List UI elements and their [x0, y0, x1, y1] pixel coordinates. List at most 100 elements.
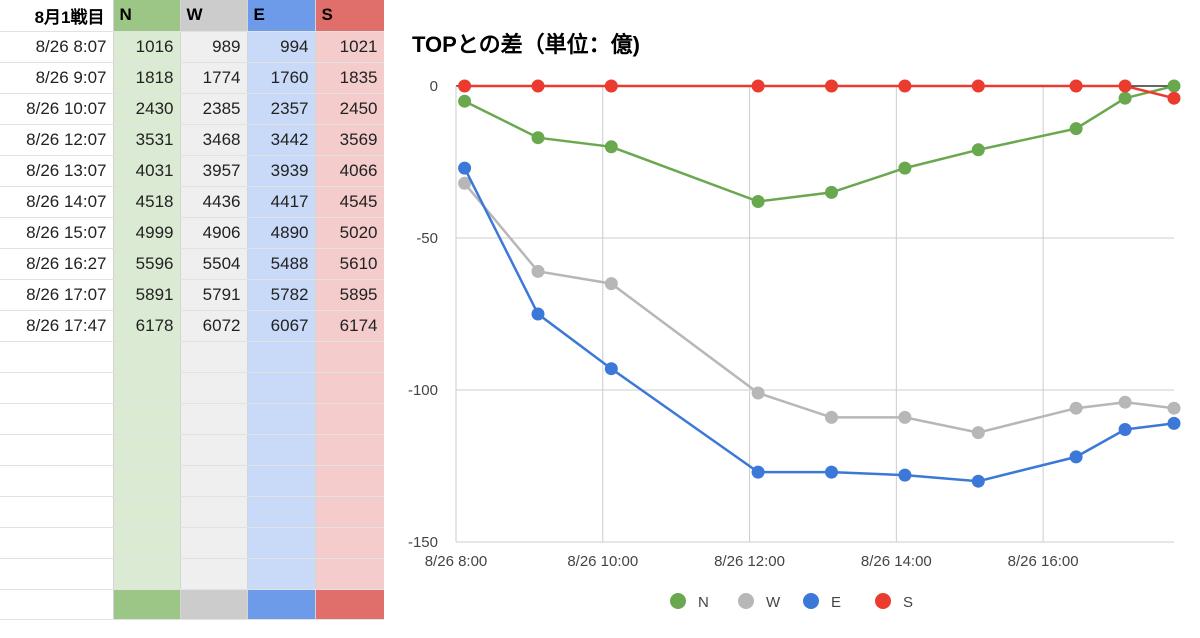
empty-cell[interactable] — [0, 558, 114, 590]
value-cell-n[interactable]: 4518 — [113, 186, 181, 218]
data-point-w[interactable] — [604, 277, 618, 291]
data-point-w[interactable] — [751, 386, 765, 400]
value-cell-e[interactable]: 6067 — [247, 310, 316, 342]
empty-cell[interactable] — [180, 527, 248, 559]
value-cell-e[interactable]: 5782 — [247, 279, 316, 311]
empty-cell[interactable] — [113, 434, 181, 466]
empty-cell[interactable] — [315, 527, 384, 559]
value-cell-w[interactable]: 5791 — [180, 279, 248, 311]
empty-cell[interactable] — [180, 496, 248, 528]
empty-cell[interactable] — [315, 558, 384, 590]
empty-cell[interactable] — [315, 372, 384, 404]
data-point-n[interactable] — [1069, 122, 1083, 136]
data-point-e[interactable] — [898, 468, 912, 482]
data-point-w[interactable] — [971, 426, 985, 440]
value-cell-n[interactable]: 4999 — [113, 217, 181, 249]
value-cell-w[interactable]: 989 — [180, 31, 248, 63]
data-point-e[interactable] — [604, 362, 618, 376]
value-cell-w[interactable]: 5504 — [180, 248, 248, 280]
empty-cell[interactable] — [247, 496, 316, 528]
value-cell-w[interactable]: 4436 — [180, 186, 248, 218]
value-cell-e[interactable]: 5488 — [247, 248, 316, 280]
time-cell[interactable]: 8/26 16:27 — [0, 248, 114, 280]
data-point-s[interactable] — [1118, 79, 1132, 93]
legend-item-e[interactable]: E — [803, 593, 841, 611]
time-cell[interactable]: 8/26 17:07 — [0, 279, 114, 311]
value-cell-n[interactable]: 4031 — [113, 155, 181, 187]
legend-item-w[interactable]: W — [738, 593, 781, 611]
data-point-n[interactable] — [458, 94, 472, 108]
empty-cell[interactable] — [180, 558, 248, 590]
value-cell-s[interactable]: 5020 — [315, 217, 384, 249]
footer-cell[interactable] — [180, 589, 248, 620]
empty-cell[interactable] — [315, 465, 384, 497]
empty-cell[interactable] — [247, 558, 316, 590]
empty-cell[interactable] — [0, 434, 114, 466]
value-cell-s[interactable]: 1835 — [315, 62, 384, 94]
data-point-s[interactable] — [1069, 79, 1083, 93]
data-point-w[interactable] — [1167, 401, 1181, 415]
empty-cell[interactable] — [247, 403, 316, 435]
empty-cell[interactable] — [315, 341, 384, 373]
value-cell-e[interactable]: 994 — [247, 31, 316, 63]
time-cell[interactable]: 8/26 9:07 — [0, 62, 114, 94]
data-point-e[interactable] — [825, 465, 838, 479]
data-point-w[interactable] — [898, 410, 912, 424]
value-cell-n[interactable]: 5891 — [113, 279, 181, 311]
empty-cell[interactable] — [247, 465, 316, 497]
value-cell-s[interactable]: 4066 — [315, 155, 384, 187]
data-point-s[interactable] — [1167, 91, 1181, 105]
empty-cell[interactable] — [180, 372, 248, 404]
time-cell[interactable]: 8/26 8:07 — [0, 31, 114, 63]
legend-item-n[interactable]: N — [670, 593, 709, 611]
empty-cell[interactable] — [0, 527, 114, 559]
data-point-s[interactable] — [458, 79, 472, 93]
empty-cell[interactable] — [180, 341, 248, 373]
data-point-w[interactable] — [1118, 395, 1132, 409]
data-point-e[interactable] — [1167, 416, 1181, 430]
value-cell-s[interactable]: 5895 — [315, 279, 384, 311]
header-e[interactable]: E — [247, 0, 316, 32]
data-point-n[interactable] — [604, 140, 618, 154]
value-cell-n[interactable]: 5596 — [113, 248, 181, 280]
value-cell-e[interactable]: 3939 — [247, 155, 316, 187]
value-cell-s[interactable]: 2450 — [315, 93, 384, 125]
empty-cell[interactable] — [113, 558, 181, 590]
empty-cell[interactable] — [113, 372, 181, 404]
data-point-n[interactable] — [531, 131, 545, 145]
time-cell[interactable]: 8/26 10:07 — [0, 93, 114, 125]
empty-cell[interactable] — [180, 465, 248, 497]
empty-cell[interactable] — [247, 527, 316, 559]
data-point-e[interactable] — [1069, 450, 1083, 464]
data-point-n[interactable] — [898, 161, 912, 175]
data-point-e[interactable] — [458, 161, 472, 175]
value-cell-w[interactable]: 3468 — [180, 124, 248, 156]
value-cell-w[interactable]: 2385 — [180, 93, 248, 125]
data-point-s[interactable] — [971, 79, 985, 93]
data-point-w[interactable] — [458, 176, 472, 190]
footer-cell[interactable] — [113, 589, 181, 620]
value-cell-s[interactable]: 1021 — [315, 31, 384, 63]
data-point-w[interactable] — [531, 264, 545, 278]
value-cell-w[interactable]: 3957 — [180, 155, 248, 187]
time-cell[interactable]: 8/26 15:07 — [0, 217, 114, 249]
empty-cell[interactable] — [0, 403, 114, 435]
value-cell-s[interactable]: 6174 — [315, 310, 384, 342]
value-cell-w[interactable]: 6072 — [180, 310, 248, 342]
empty-cell[interactable] — [0, 341, 114, 373]
empty-cell[interactable] — [180, 434, 248, 466]
data-point-n[interactable] — [825, 185, 838, 199]
header-w[interactable]: W — [180, 0, 248, 32]
footer-cell[interactable] — [0, 589, 114, 620]
value-cell-n[interactable]: 6178 — [113, 310, 181, 342]
value-cell-e[interactable]: 4417 — [247, 186, 316, 218]
value-cell-e[interactable]: 2357 — [247, 93, 316, 125]
data-point-n[interactable] — [1167, 79, 1181, 93]
data-point-w[interactable] — [1069, 401, 1083, 415]
data-point-s[interactable] — [604, 79, 618, 93]
empty-cell[interactable] — [247, 434, 316, 466]
empty-cell[interactable] — [113, 496, 181, 528]
data-point-e[interactable] — [751, 465, 765, 479]
value-cell-n[interactable]: 1016 — [113, 31, 181, 63]
data-point-s[interactable] — [898, 79, 912, 93]
